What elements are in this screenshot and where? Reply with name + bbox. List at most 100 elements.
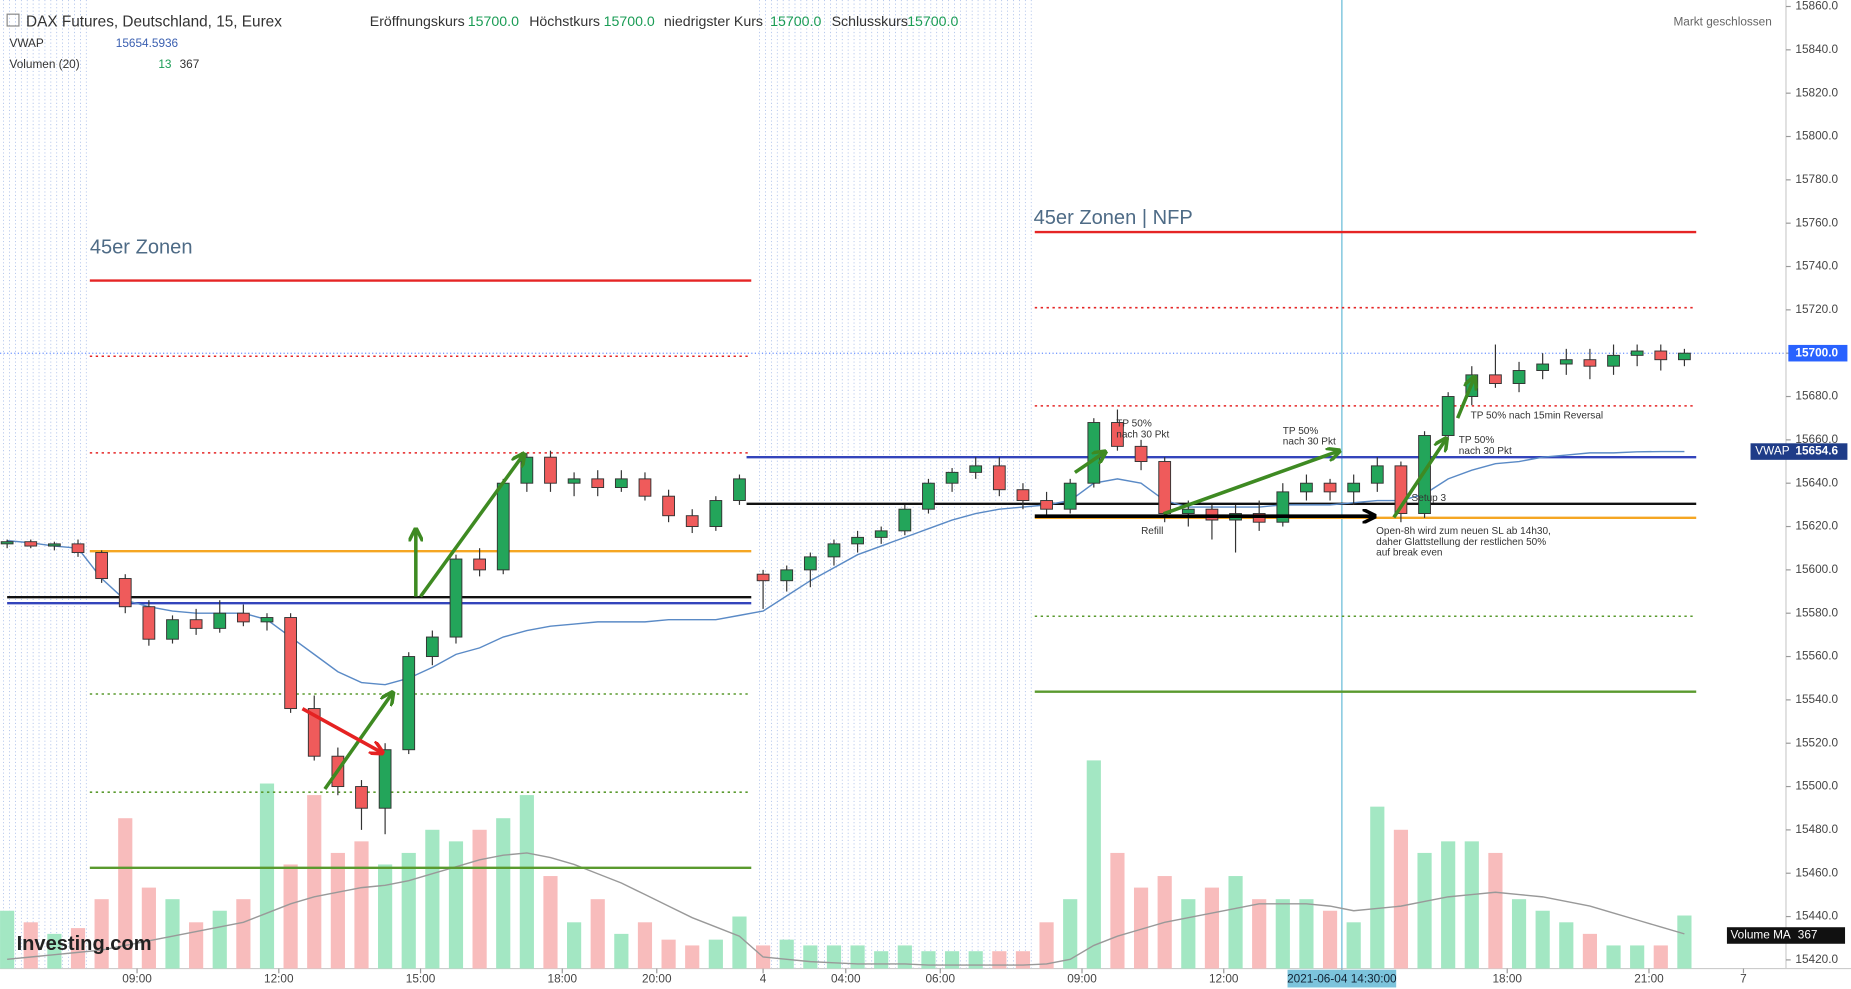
market-status: Markt geschlossen [1673,15,1771,29]
volume-bar [803,945,818,969]
volume-bar [543,876,558,969]
legend-field: Schlusskurs [832,14,908,30]
volume-bar [354,841,369,969]
candle-body [827,543,841,558]
y-tick-label: 15860.0 [1795,0,1838,13]
volume-bar [378,864,393,969]
y-tick-label: 15640.0 [1795,475,1838,489]
candle-body [1394,465,1408,515]
vwap-box [1750,443,1848,460]
last-price-label: 15700.0 [1795,345,1838,359]
volume-bar [874,951,889,969]
candle-body [1607,354,1620,367]
volume-bar [1346,922,1361,969]
y-tick-label: 15440.0 [1795,909,1838,923]
zone-title: 45er Zonen [90,236,193,258]
volume-bar [165,899,180,969]
brand-logo: Investing.com [17,933,152,955]
volume-bar [1606,945,1621,969]
x-tick-highlight [1287,969,1397,988]
volume-bar [212,910,227,969]
volume-ma-box [1726,927,1846,944]
candle-body [520,456,534,484]
collapse-icon[interactable] [6,13,20,27]
candle-body [922,482,935,510]
volume-bar [519,795,534,969]
volume-bar [189,922,204,969]
y-tick-label: 15720.0 [1795,302,1838,316]
candle-body [48,543,61,547]
x-tick-label: 09:00 [1067,971,1097,985]
arrow [1073,452,1105,474]
candle-body [166,619,179,640]
candle-body [402,656,416,751]
volume-bar [1252,899,1267,969]
candle-body [1512,370,1526,384]
candle-body [662,495,675,517]
x-tick-label: 04:00 [831,971,861,985]
x-tick-label: 06:00 [925,971,955,985]
candle-body [473,558,486,571]
annotation: TP 50% [1459,435,1495,446]
volume-bar [1110,852,1125,969]
texts: 45er Zonen 45er Zonen | NFP TP 50% nach … [6,13,1772,955]
candle-body [591,478,605,489]
volume-bar [1181,899,1196,969]
volume-bar [401,852,416,969]
candle-body [1678,352,1691,361]
candle-body [1654,350,1668,361]
y-tick-label: 15480.0 [1795,822,1838,836]
candle-body [142,606,156,640]
candle-body [0,541,14,545]
candle-body [1323,482,1337,493]
candle-body [378,749,392,809]
volume-ma-name: Volume MA [1730,928,1790,942]
candle-body [1300,482,1313,493]
y-tick-label: 15620.0 [1795,519,1838,533]
x-tick-label: 15:00 [406,971,436,985]
volume-bar [1299,899,1314,969]
candle-body [1630,350,1644,356]
arrow [1392,439,1446,519]
y-tick-label: 15660.0 [1795,432,1838,446]
candle-body [24,541,38,547]
candle-body [118,578,132,608]
candle-body [1016,489,1030,502]
volume-bar [236,899,251,969]
volume-bar [1063,899,1078,969]
volume-bar [1630,945,1645,969]
price-axis [1785,0,1851,989]
y-tick-label: 15600.0 [1795,562,1838,576]
vwap-box-label: 15654.6 [1795,444,1838,458]
y-tick-label: 15840.0 [1795,42,1838,56]
candle-body [1181,508,1195,515]
volume-bar [496,818,511,969]
volume-bar [1204,887,1220,969]
annotation: Open-8h wird zum neuen SL ab 14h30, [1376,526,1551,537]
legend-title: DAX Futures, Deutschland, 15, Eurex [26,14,282,31]
candle-body [969,465,983,473]
candle-body [1276,491,1290,523]
x-tick-label: 12:00 [1209,971,1239,985]
candle-body [756,573,770,582]
volume-bar [1039,922,1054,969]
candle-body [1063,482,1077,510]
candle-body [1134,445,1148,463]
volume-bar [448,841,464,969]
last-price-box [1788,344,1848,362]
volume-bar [992,951,1007,969]
candle-body [992,465,1006,491]
volume-bar [1535,910,1550,969]
y-tick-label: 15560.0 [1795,649,1838,663]
candle-body [213,612,227,629]
y-tick-label: 15800.0 [1795,129,1838,143]
volume-bar [1441,841,1456,969]
annotation: auf break even [1376,547,1442,558]
legend-field: Höchstkurs [529,14,600,30]
candle-body [1087,422,1101,484]
volume-bar [1228,876,1243,969]
candle-body [1347,482,1361,493]
zone-title: 45er Zonen | NFP [1034,207,1193,229]
volume-bar [1677,915,1692,969]
volume-bar [567,922,582,969]
